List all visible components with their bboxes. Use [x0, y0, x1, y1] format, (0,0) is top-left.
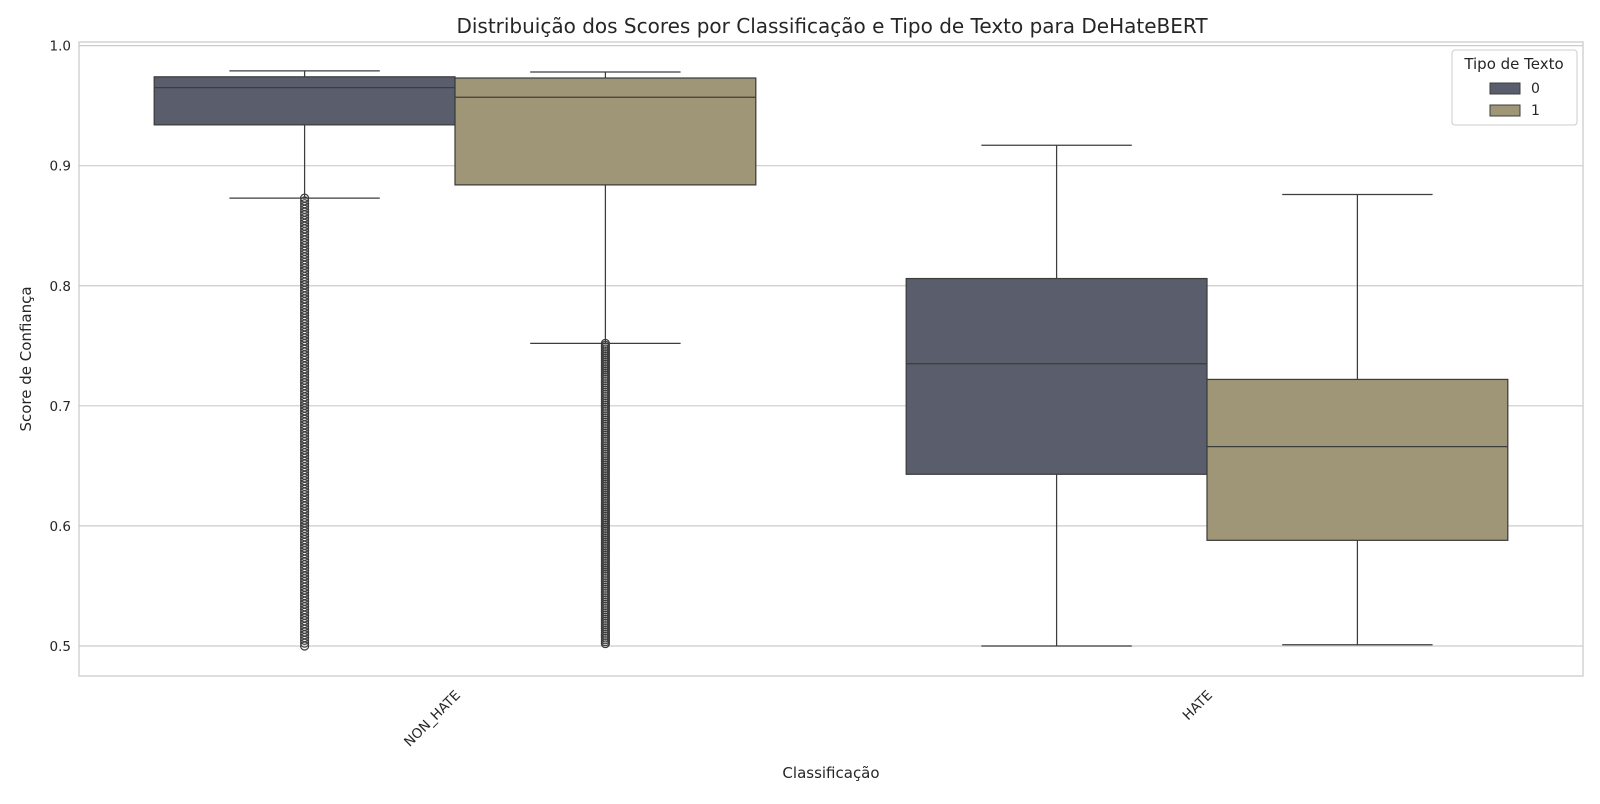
- box-iqr: [454, 77, 757, 186]
- y-tick-label: 0.5: [50, 639, 71, 655]
- y-tick-label: 0.9: [50, 159, 71, 175]
- box-layer: [153, 70, 1509, 651]
- chart-title: Distribuição dos Scores por Classificaçã…: [456, 14, 1208, 38]
- box-iqr: [153, 76, 456, 126]
- legend: Tipo de Texto 01: [1451, 49, 1578, 126]
- box-group: [1206, 193, 1509, 646]
- plot-frame: [78, 41, 1584, 677]
- y-tick-label: 0.6: [50, 519, 71, 535]
- box-group: [454, 71, 757, 649]
- legend-items: 01: [1489, 81, 1540, 119]
- legend-label: 0: [1531, 81, 1540, 97]
- grid-lines: [79, 45, 1583, 647]
- box-group: [905, 144, 1208, 647]
- x-tick-labels: NON_HATE HATE: [401, 688, 1216, 751]
- outlier-points: [300, 193, 310, 651]
- y-tick-label: 1.0: [50, 39, 71, 55]
- y-tick-label: 0.8: [50, 279, 71, 295]
- y-tick-labels: 0.5 0.6 0.7 0.8 0.9 1.0: [50, 39, 71, 655]
- legend-swatch: [1489, 104, 1521, 117]
- x-axis-label: Classificação: [782, 764, 879, 782]
- box-iqr: [905, 277, 1208, 475]
- y-tick-label: 0.7: [50, 399, 71, 415]
- y-axis-label: Score de Confiança: [17, 286, 35, 431]
- x-tick-label: NON_HATE: [401, 688, 464, 751]
- box-group: [153, 70, 456, 651]
- legend-title: Tipo de Texto: [1463, 55, 1563, 73]
- legend-label: 1: [1531, 103, 1540, 119]
- box-iqr: [1206, 378, 1509, 541]
- legend-swatch: [1489, 82, 1521, 95]
- x-tick-label: HATE: [1180, 688, 1216, 724]
- outlier-points: [600, 338, 611, 649]
- outlier-point: [300, 199, 310, 209]
